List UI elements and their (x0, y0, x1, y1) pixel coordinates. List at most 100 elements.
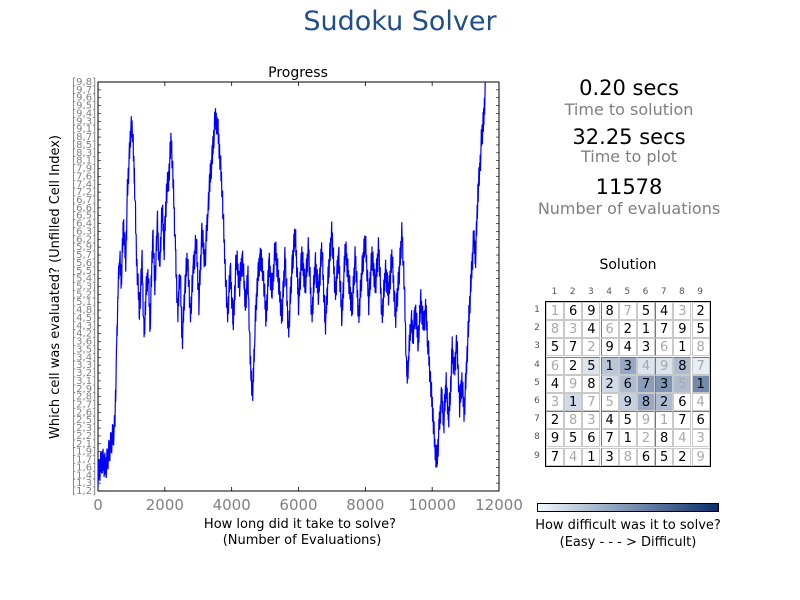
sudoku-cell: 4 (673, 429, 692, 448)
sudoku-cell: 2 (655, 393, 674, 411)
evaluations-value: 11578 (595, 175, 663, 199)
sudoku-cell: 6 (582, 429, 601, 448)
sudoku-cell: 1 (673, 338, 692, 357)
x-axis-label-line2: (Number of Evaluations) (223, 533, 382, 548)
x-tick-label: 8000 (346, 496, 384, 514)
y-tick-label: [3,6] (72, 337, 96, 348)
sudoku-cell: 2 (691, 302, 710, 320)
sudoku-cell: 9 (564, 374, 583, 393)
sudoku-cell: 4 (564, 447, 583, 466)
x-tick-label: 0 (93, 496, 103, 514)
y-tick-label: [6,3] (72, 226, 96, 237)
y-tick-label: [7,6] (72, 171, 96, 182)
sudoku-cell: 7 (655, 320, 674, 339)
y-tick-label: [6,7] (72, 195, 96, 206)
sudoku-cell: 8 (582, 374, 601, 393)
y-tick-label: [1,3] (72, 478, 96, 489)
y-tick-label: [8,7] (72, 132, 96, 143)
row-header: 9 (534, 450, 540, 461)
sudoku-cell: 4 (618, 338, 637, 357)
row-header: 3 (534, 341, 540, 352)
y-tick-label: [7,9] (72, 164, 96, 175)
sudoku-cell: 4 (637, 356, 655, 375)
difficulty-colorbar (537, 503, 719, 512)
y-tick-label: [5,4] (72, 274, 96, 285)
sudoku-cell: 7 (691, 356, 710, 375)
row-header: 8 (534, 432, 540, 443)
y-tick-label: [4,3] (72, 321, 96, 332)
sudoku-cell: 6 (673, 393, 692, 411)
sudoku-cell: 2 (564, 356, 583, 375)
time-to-plot-value: 32.25 secs (572, 125, 686, 149)
sudoku-cell: 8 (655, 429, 674, 448)
y-tick-label: [3,4] (72, 352, 96, 363)
y-tick-label: [2,5] (72, 415, 96, 426)
y-tick-label: [3,3] (72, 360, 96, 371)
time-to-solution-label: Time to solution (564, 100, 694, 119)
y-tick-label: [2,9] (72, 384, 96, 395)
sudoku-cell: 3 (600, 447, 619, 466)
row-header: 4 (534, 359, 540, 370)
y-tick-label: [6,2] (72, 234, 96, 245)
column-header: 6 (642, 287, 649, 297)
time-to-solution-value: 0.20 secs (579, 76, 679, 100)
y-tick-label: [2,6] (72, 407, 96, 418)
y-tick-label: [9,5] (72, 101, 96, 112)
y-tick-label: [7,2] (72, 187, 96, 198)
y-tick-label: [3,2] (72, 368, 96, 379)
y-tick-label: [1,2] (72, 486, 96, 497)
sudoku-cell: 3 (691, 429, 710, 448)
sudoku-cell: 8 (691, 338, 710, 357)
y-tick-label: [3,5] (72, 344, 96, 355)
y-tick-label: [5,5] (72, 266, 96, 277)
column-header: 4 (606, 287, 612, 297)
y-tick-label: [9,3] (72, 116, 96, 127)
y-tick-label: [9,7] (72, 85, 96, 96)
sudoku-cell: 3 (618, 356, 637, 375)
sudoku-cell: 2 (582, 338, 601, 357)
row-header: 2 (534, 323, 540, 334)
sudoku-cell: 6 (546, 356, 564, 375)
sudoku-cell: 3 (546, 393, 564, 411)
sudoku-cell: 8 (600, 302, 619, 320)
column-header: 5 (624, 287, 631, 297)
x-tick-label: 6000 (279, 496, 317, 514)
sudoku-cell: 5 (600, 393, 619, 411)
sudoku-cell: 5 (582, 356, 601, 375)
sudoku-cell: 1 (637, 320, 655, 339)
column-header: 7 (660, 287, 667, 297)
sudoku-cell: 5 (691, 320, 710, 339)
y-tick-label: [8,3] (72, 148, 96, 159)
y-tick-label: [6,5] (72, 211, 96, 222)
sudoku-cell: 6 (618, 374, 637, 393)
sudoku-cell: 2 (618, 320, 637, 339)
y-axis-ticks: [1,2][1,3][1,4][1,6][1,7][1,9][2,1][2,2]… (72, 77, 499, 497)
page-title: Sudoku Solver (303, 6, 497, 37)
y-tick-label: [9,8] (72, 77, 96, 88)
row-header: 5 (534, 377, 540, 388)
y-tick-label: [8,5] (72, 140, 96, 151)
y-tick-label: [5,2] (72, 289, 96, 300)
sudoku-cell: 5 (637, 302, 655, 320)
sudoku-cell: 8 (637, 393, 655, 411)
sudoku-cell: 1 (600, 356, 619, 375)
y-tick-label: [6,6] (72, 203, 96, 214)
sudoku-cell: 6 (691, 411, 710, 430)
y-tick-label: [5,3] (72, 282, 96, 293)
sudoku-cell: 1 (618, 429, 637, 448)
sudoku-cell: 8 (618, 447, 637, 466)
sudoku-cell: 9 (637, 411, 655, 430)
column-header: 3 (588, 287, 594, 297)
y-tick-label: [5,9] (72, 242, 96, 253)
solution-title: Solution (599, 257, 657, 273)
sudoku-cell: 7 (564, 338, 583, 357)
y-tick-label: [8,1] (72, 156, 96, 167)
y-tick-label: [2,7] (72, 399, 96, 410)
sudoku-cell: 9 (655, 356, 674, 375)
colorbar-label: How difficult was it to solve? (535, 518, 721, 533)
y-tick-label: [1,4] (72, 470, 96, 481)
sudoku-cell: 2 (546, 411, 564, 430)
sudoku-cell: 4 (582, 320, 601, 339)
